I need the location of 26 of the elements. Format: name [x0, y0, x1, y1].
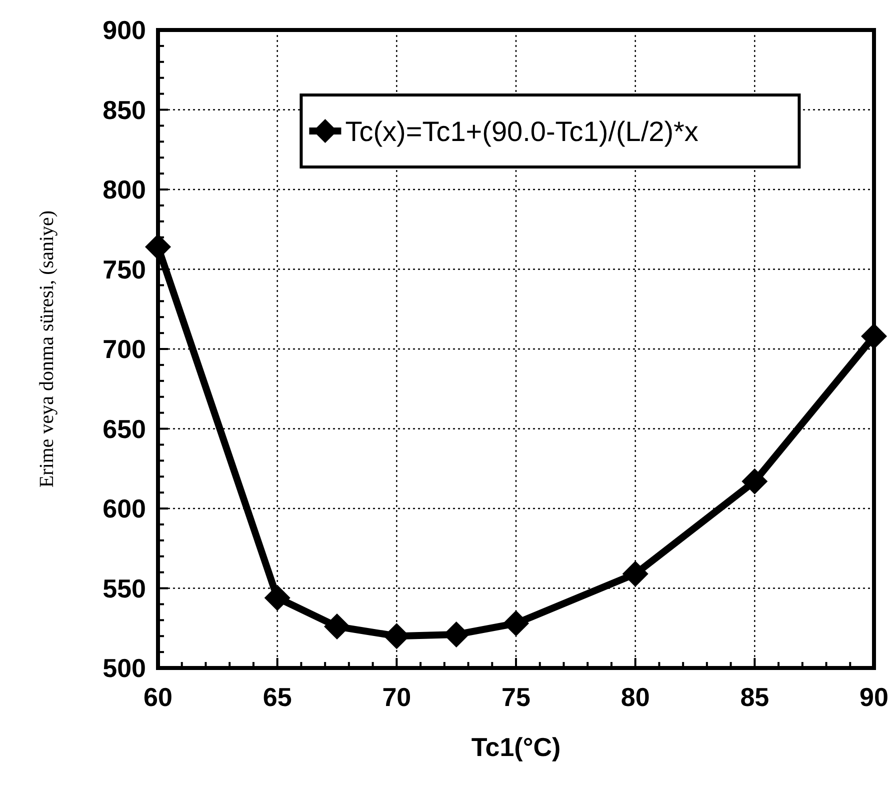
x-tick-label: 75 — [502, 682, 530, 712]
y-tick-label: 600 — [102, 494, 146, 524]
y-axis-title: Erime veya donma süresi, (saniye) — [36, 210, 58, 488]
point — [622, 560, 648, 587]
legend-label: Tc(x)=Tc1+(90.0-Tc1)/(L/2)*x — [345, 116, 698, 147]
point — [861, 323, 887, 350]
y-tick-label: 550 — [102, 573, 146, 604]
y-tick-label: 650 — [102, 414, 146, 444]
point — [145, 234, 171, 260]
y-tick-label: 800 — [102, 174, 146, 205]
point — [503, 610, 529, 636]
x-tick-label: 70 — [382, 682, 412, 712]
x-tick-label: 90 — [860, 682, 888, 712]
point — [324, 614, 350, 640]
y-tick-label: 700 — [102, 334, 146, 364]
x-axis-title: Tc1(°C) — [471, 732, 561, 762]
x-tick-label: 85 — [740, 682, 770, 712]
x-tick-label: 65 — [262, 682, 292, 712]
y-tick-label: 750 — [102, 254, 146, 284]
y-tick-label: 500 — [102, 653, 146, 684]
y-tick-label: 850 — [102, 94, 146, 125]
point — [264, 584, 290, 611]
y-tick-label: 900 — [102, 15, 146, 46]
x-tick-label: 80 — [620, 682, 650, 712]
point — [742, 468, 768, 494]
x-tick-label: 60 — [144, 682, 172, 712]
